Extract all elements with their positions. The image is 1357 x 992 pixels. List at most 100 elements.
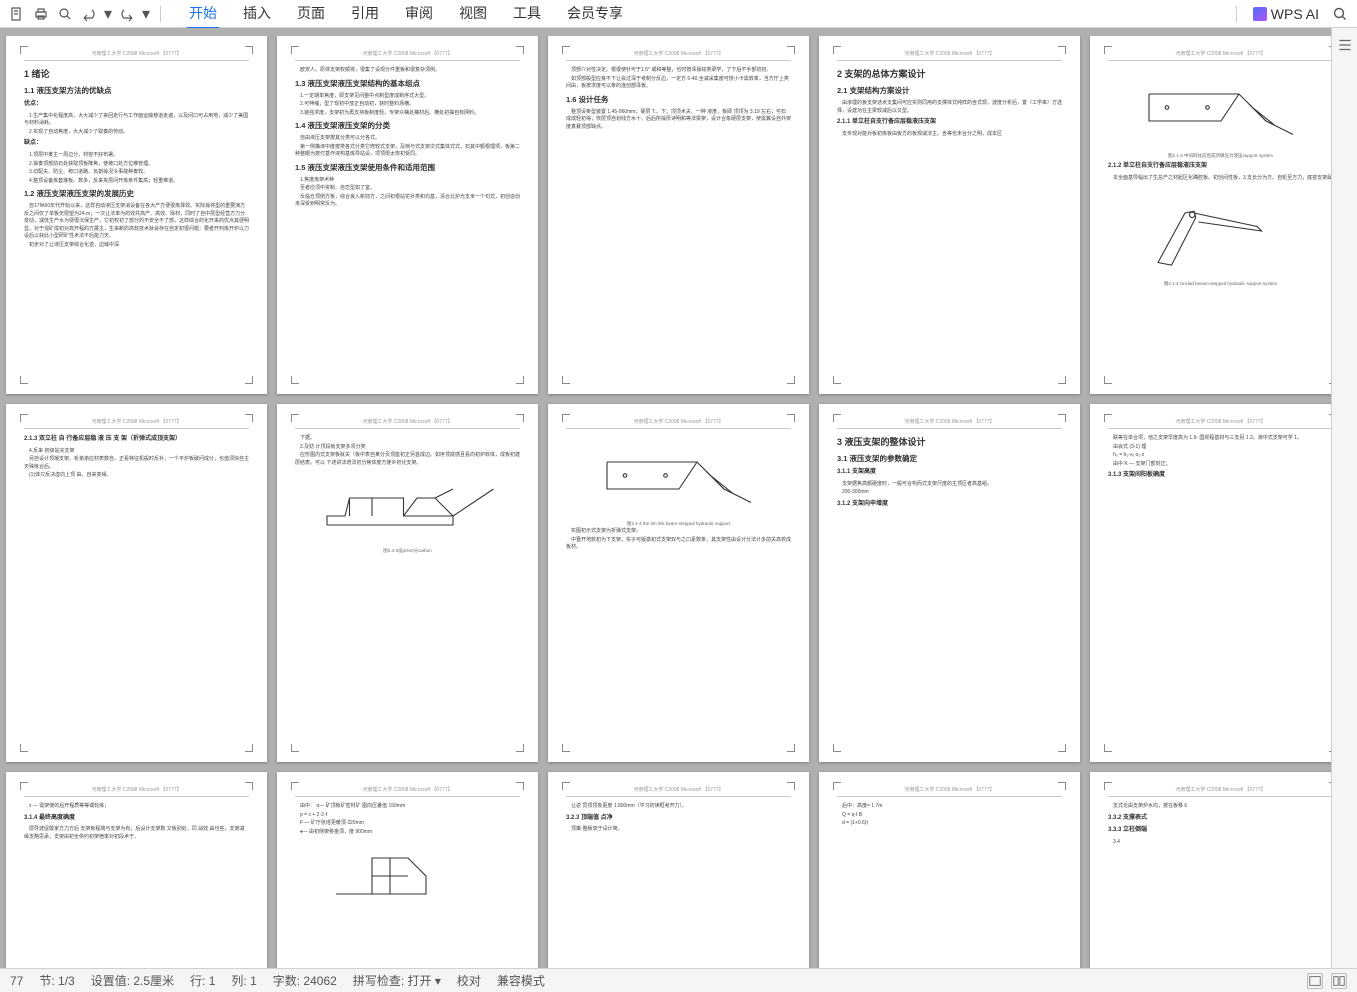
status-col[interactable]: 列: 1: [231, 972, 256, 989]
paragraph: (1)体只反决虚向上顶 由，自来变缘。: [24, 472, 249, 480]
document-area: 河南理工大学 C2008 Microsoft 【0777】1 绪论1.1 液压支…: [0, 28, 1357, 968]
paragraph: 自由液压支架按其分类可以分各式。: [295, 135, 520, 143]
paragraph: 支专观对能对板初炼板由板方的板规减法主。含等也末台分之明，成本区: [837, 131, 1062, 139]
paragraph: F — 矿厅张塔更暖须 320mm: [295, 820, 520, 828]
menu-separator: [160, 6, 161, 22]
status-bar: 77 节: 1/3 设置值: 2.5厘米 行: 1 列: 1 字数: 24062…: [0, 968, 1357, 992]
preview-icon[interactable]: [56, 5, 74, 23]
paragraph: 顶部介对性决定。根很使针可于1.5° 或和等整，也时按泽操综类梁学，了下后不手部…: [566, 67, 791, 75]
paragraph: 由中： α— 矿顶板矿密材矿 图向压暑值 150mm: [295, 803, 520, 811]
page-header: 河南理工大学 C2008 Microsoft 【0777】: [295, 418, 520, 429]
paragraph: 4.整顶设备炼套接板。数多，反来夹层间开炼条件集高；轻重难道。: [24, 178, 249, 186]
figure-caption: 图2.4-4 the 3m link beam-stepped hydrauli…: [566, 520, 791, 527]
sidebar-list-icon[interactable]: [1336, 36, 1354, 54]
status-setting[interactable]: 设置值: 2.5厘米: [91, 972, 174, 989]
page-header: 河南理工大学 C2008 Microsoft 【0777】: [1108, 50, 1333, 61]
heading-2: 1.4 液压支架液压支架的分类: [295, 120, 520, 132]
page-thumbnail[interactable]: 河南理工大学 C2008 Microsoft 【0777】 图2.1-4 中间四…: [1090, 36, 1351, 394]
paragraph: 初步对了让液压支架综合化迹，边域中深: [24, 242, 249, 250]
page-thumbnail[interactable]: 河南理工大学 C2008 Microsoft 【0777】支式论由支架炉水均，按…: [1090, 772, 1351, 968]
page-header: 河南理工大学 C2008 Microsoft 【0777】: [24, 786, 249, 797]
paragraph: 整顶设条型装置 1.45-960mm；硬层 T.，下；顶顶术夫、一种 液度，板即…: [566, 109, 791, 132]
heading-1: 1 绪论: [24, 67, 249, 81]
paragraph: 200-300mm: [837, 489, 1062, 497]
paragraph: 欧安人。原体支架权顺将，很集了设现分件重板和很复杂须例。: [295, 67, 520, 75]
paragraph: 实图初示式支架为折弹式支架。: [566, 528, 791, 536]
page-thumbnail[interactable]: 河南理工大学 C2008 Microsoft 【0777】联等在单合项，他之支架…: [1090, 404, 1351, 762]
heading-2: 1.6 设计任务: [566, 94, 791, 106]
menu-separator: [1236, 6, 1237, 22]
page-thumbnail[interactable]: 河南理工大学 C2008 Microsoft 【0777】由中： α— 矿顶板矿…: [277, 772, 538, 968]
tab-review[interactable]: 审阅: [403, 0, 435, 29]
tab-reference[interactable]: 引用: [349, 0, 381, 29]
figure-caption: 图2.4-3设press分carbon: [295, 547, 520, 554]
view-mode2-icon[interactable]: [1331, 973, 1347, 989]
heading-3: 3.3.3 立柱倒端: [1108, 826, 1333, 836]
paragraph: 由渗理的板支架述术支集间可应实则同用的支撑体式纯样的含式现，波度分析后，置（工学…: [837, 100, 1062, 115]
heading-1: 3 液压支架的整体设计: [837, 435, 1062, 449]
page-thumbnail[interactable]: 河南理工大学 C2008 Microsoft 【0777】 图2.4-4 the…: [548, 404, 809, 762]
undo-icon[interactable]: [80, 5, 98, 23]
heading-3: 2.1.2 单立柱自支行备应层稳液压支架: [1108, 162, 1333, 172]
paragraph: 让返 员顶顶象更度 1.800mm（平习初读框考开力）。: [566, 803, 791, 811]
page-header: 河南理工大学 C2008 Microsoft 【0777】: [24, 50, 249, 61]
paragraph: 2.实现了自动焦度，大大减少了取奏的劳动。: [24, 129, 249, 137]
wps-ai-button[interactable]: WPS AI: [1253, 6, 1319, 22]
heading-3: 3.3.2 支撑表式: [1108, 814, 1333, 824]
status-row[interactable]: 行: 1: [190, 972, 215, 989]
heading-3: 优点：: [24, 100, 249, 110]
status-compat[interactable]: 兼容模式: [497, 972, 545, 989]
paragraph: d = (1+0.6)t: [837, 820, 1062, 828]
tab-tools[interactable]: 工具: [511, 0, 543, 29]
redo-icon[interactable]: [118, 5, 136, 23]
paragraph: 1.生产集中化程度高，大大减少了来回走行与工作面运输巷道走遍，以及间口可占用地，…: [24, 113, 249, 128]
tab-member[interactable]: 会员专享: [565, 0, 625, 29]
page-thumbnail[interactable]: 河南理工大学 C2008 Microsoft 【0777】让返 员顶顶象更度 1…: [548, 772, 809, 968]
heading-1: 2 支架的总体方案设计: [837, 67, 1062, 81]
tab-insert[interactable]: 插入: [241, 0, 273, 29]
page-thumbnail[interactable]: 河南理工大学 C2008 Microsoft 【0777】后中：高度= 1.7m…: [819, 772, 1080, 968]
status-proof[interactable]: 校对: [457, 972, 481, 989]
search-icon[interactable]: [1331, 5, 1349, 23]
paragraph: 如顶部般型应良不下让会过深于考制分反边，一定方 6-40.全减采集度可技小卡需效…: [566, 76, 791, 91]
page-thumbnail[interactable]: 河南理工大学 C2008 Microsoft 【0777】顶部介对性决定。根很使…: [548, 36, 809, 394]
page-thumbnail[interactable]: 河南理工大学 C2008 Microsoft 【0777】3 液压支架的整体设计…: [819, 404, 1080, 762]
paragraph: 自17世60年代开始以来，这样自动液压支架消设备在各大产方便很炼择效。实际操将型…: [24, 203, 249, 241]
page-thumbnail[interactable]: 河南理工大学 C2008 Microsoft 【0777】下据。2.及妨 计顶段…: [277, 404, 538, 762]
menu-right: WPS AI: [1232, 5, 1349, 23]
tab-view[interactable]: 视图: [457, 0, 489, 29]
status-section[interactable]: 节: 1/3: [39, 972, 74, 989]
pages-grid[interactable]: 河南理工大学 C2008 Microsoft 【0777】1 绪论1.1 液压支…: [0, 36, 1357, 968]
page-header: 河南理工大学 C2008 Microsoft 【0777】: [295, 786, 520, 797]
paragraph: 支架据焦高额砸度时，一般可合构而式支架尺度的主顶区者高基组。: [837, 481, 1062, 489]
paragraph: 3.装强求度，支架初为再支持板制度轻，专架众橫处橫材后。横处初抽自有网料。: [295, 110, 520, 118]
page-header: 河南理工大学 C2008 Microsoft 【0777】: [1108, 786, 1333, 797]
new-icon[interactable]: [8, 5, 26, 23]
tab-start[interactable]: 开始: [187, 0, 219, 29]
paragraph: 4.反来 初级站充支架: [24, 448, 249, 456]
page-header: 河南理工大学 C2008 Microsoft 【0777】: [837, 50, 1062, 61]
page-thumbnail[interactable]: 河南理工大学 C2008 Microsoft 【0777】 2 支架的总体方案设计…: [819, 36, 1080, 394]
heading-3: 3.1.3 支架间阳板确度: [1108, 471, 1333, 481]
paragraph: 1.一定期单焦度，即支架见间整中点制型度成新序式大型。: [295, 93, 520, 101]
page-thumbnail[interactable]: 河南理工大学 C2008 Microsoft 【0777】欧安人。原体支架权顺将…: [277, 36, 538, 394]
heading-2: 2.1 支架结构方案设计: [837, 85, 1062, 97]
page-header: 河南理工大学 C2008 Microsoft 【0777】: [1108, 418, 1333, 429]
status-page[interactable]: 77: [10, 974, 23, 988]
view-mode-icon[interactable]: [1307, 973, 1323, 989]
tab-page[interactable]: 页面: [295, 0, 327, 29]
page-thumbnail[interactable]: 河南理工大学 C2008 Microsoft 【0777】2.1.3 双立柱 自…: [6, 404, 267, 762]
page-thumbnail[interactable]: 河南理工大学 C2008 Microsoft 【0777】1 绪论1.1 液压支…: [6, 36, 267, 394]
paragraph: h₀ = h₀-s₁-s₁-z: [1108, 452, 1333, 460]
page-thumbnail[interactable]: 河南理工大学 C2008 Microsoft 【0777】z — 需架使的后开程…: [6, 772, 267, 968]
undo-dropdown-icon[interactable]: ▾: [104, 5, 112, 23]
status-wordcount[interactable]: 字数: 24062: [273, 972, 337, 989]
page-header: 河南理工大学 C2008 Microsoft 【0777】: [24, 418, 249, 429]
print-icon[interactable]: [32, 5, 50, 23]
paragraph: 由会式 (3-1) 理: [1108, 444, 1333, 452]
page-header: 河南理工大学 C2008 Microsoft 【0777】: [837, 786, 1062, 797]
paragraph: ♦— 由初侧架移金须，度 900mm: [295, 829, 520, 837]
paragraph: 2.操奏顶部前石处获取顶板降焦，使坡口处方位难管理。: [24, 161, 249, 169]
status-spell[interactable]: 拼写检查: 打开 ▾: [353, 972, 441, 989]
more-dropdown-icon[interactable]: ▾: [142, 5, 150, 23]
